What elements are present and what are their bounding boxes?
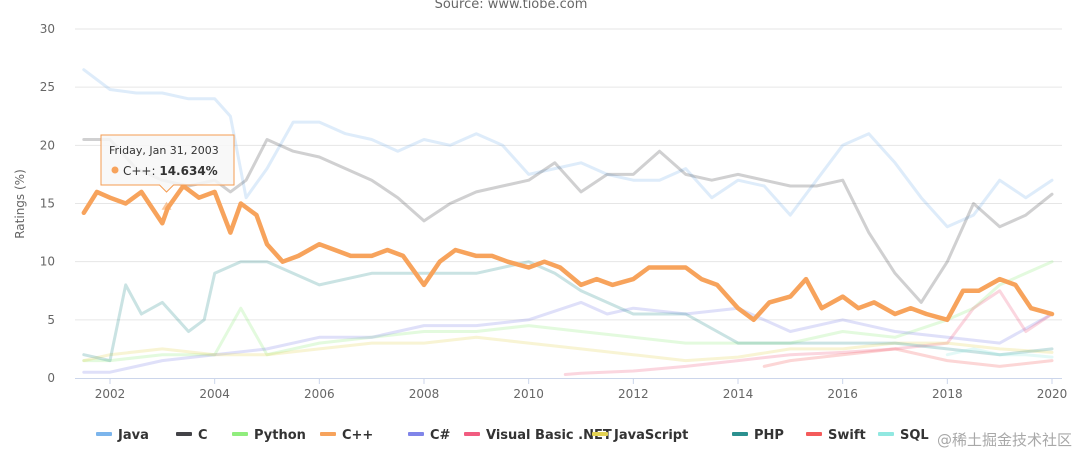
legend-label: PHP — [754, 428, 784, 443]
legend-label: C — [198, 428, 208, 443]
y-tick-label: 5 — [47, 313, 55, 327]
legend-swatch — [320, 432, 336, 436]
legend-item[interactable]: Python — [232, 428, 306, 443]
legend-item[interactable]: C# — [408, 428, 451, 443]
series-line-csharp[interactable] — [82, 300, 1054, 374]
x-tick-label: 2008 — [409, 387, 440, 401]
legend-item[interactable]: Swift — [806, 428, 866, 443]
series-line-java[interactable] — [82, 68, 1054, 229]
y-tick-label: 15 — [40, 197, 55, 211]
series-line-python[interactable] — [82, 260, 1054, 363]
x-tick-label: 2004 — [199, 387, 230, 401]
legend-item[interactable]: C++ — [320, 428, 373, 443]
legend-swatch — [806, 432, 822, 436]
x-tick-label: 2010 — [513, 387, 544, 401]
hover-point-marker — [161, 201, 172, 210]
x-tick-label: 2006 — [304, 387, 335, 401]
legend-swatch — [878, 432, 894, 436]
legend-swatch — [732, 432, 748, 436]
legend-item[interactable]: JavaScript — [592, 428, 688, 443]
watermark: @稀土掘金技术社区 — [936, 431, 1072, 449]
y-tick-label: 20 — [40, 138, 55, 152]
legend-item[interactable]: Java — [96, 428, 149, 443]
x-tick-label: 2016 — [827, 387, 858, 401]
series-line-javascript[interactable] — [82, 335, 1054, 363]
series-line-php[interactable] — [82, 260, 1054, 363]
y-tick-label: 30 — [40, 22, 55, 36]
x-axis: 2002 2004 2006 2008 2010 2012 2014 2016 2018 2020 — [75, 378, 1067, 401]
legend-label: Java — [117, 428, 149, 443]
legend-label: JavaScript — [613, 428, 688, 443]
legend-swatch — [464, 432, 480, 436]
series-line-swift[interactable] — [762, 347, 1054, 368]
tooltip-value-text: C++: 14.634% — [123, 164, 218, 178]
tooltip: Friday, Jan 31, 2003 C++: 14.634% — [100, 134, 235, 210]
legend-swatch — [176, 432, 192, 436]
legend-label: SQL — [900, 428, 929, 443]
x-tick-label: 2018 — [932, 387, 963, 401]
legend-item[interactable]: SQL — [878, 428, 929, 443]
legend-item[interactable]: PHP — [732, 428, 784, 443]
y-axis-ticks: 0 5 10 15 20 25 30 — [40, 22, 55, 385]
legend-swatch — [232, 432, 248, 436]
x-tick-label: 2014 — [723, 387, 754, 401]
y-axis-label: Ratings (%) — [13, 169, 27, 239]
tooltip-series-label: C++: — [123, 164, 159, 178]
legend-label: C# — [430, 428, 451, 443]
tooltip-date: Friday, Jan 31, 2003 — [109, 144, 219, 157]
tooltip-box — [100, 134, 235, 193]
legend-swatch — [408, 432, 424, 436]
y-tick-label: 10 — [40, 255, 55, 269]
series-line-cplusplus[interactable] — [81, 183, 1055, 323]
tooltip-series-marker — [111, 166, 119, 174]
series-line-c[interactable] — [82, 138, 1054, 304]
chart-subtitle: Source: www.tiobe.com — [435, 0, 588, 12]
legend-label: Python — [254, 428, 306, 443]
legend-swatch — [592, 432, 608, 436]
legend-item[interactable]: C — [176, 428, 208, 443]
y-tick-label: 25 — [40, 80, 55, 94]
series-line-sql[interactable] — [945, 347, 1054, 359]
y-tick-label: 0 — [47, 371, 55, 385]
legend-swatch — [96, 432, 112, 436]
legend-label: C++ — [342, 428, 373, 443]
legend: Java C Python C++ C# Visual Basic .NET JavaScr… — [96, 428, 929, 443]
x-tick-label: 2002 — [95, 387, 126, 401]
tooltip-value: 14.634% — [159, 164, 217, 178]
legend-label: Swift — [828, 428, 866, 443]
legend-label: Visual Basic .NET — [486, 428, 612, 443]
legend-item[interactable]: Visual Basic .NET — [464, 428, 612, 443]
series-line-visual-basic-net[interactable] — [563, 289, 1054, 376]
x-tick-label: 2020 — [1037, 387, 1068, 401]
series-layer — [81, 68, 1055, 376]
x-tick-label: 2012 — [618, 387, 649, 401]
